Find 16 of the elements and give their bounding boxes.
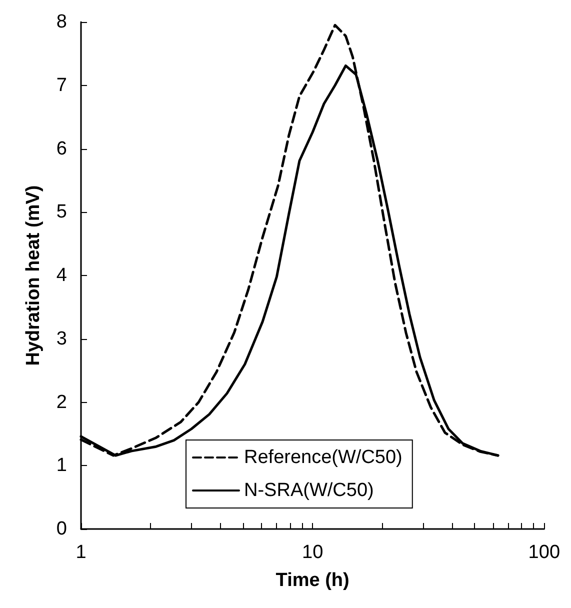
y-tick-label: 6 (56, 138, 67, 160)
y-tick-label: 0 (56, 518, 67, 540)
x-axis-title: Time (h) (276, 570, 350, 591)
x-tick-label: 100 (528, 542, 560, 563)
y-tick-label: 8 (56, 12, 67, 32)
y-tick-label: 2 (56, 392, 67, 413)
legend-label: N-SRA(W/C50) (244, 480, 374, 501)
x-tick-label: 1 (76, 542, 86, 563)
y-tick-label: 1 (56, 455, 67, 476)
y-tick-label: 3 (56, 328, 67, 350)
y-tick-label: 5 (56, 202, 67, 223)
y-axis-title: Hydration heat (mV) (23, 185, 44, 366)
y-tick-label: 7 (56, 74, 67, 96)
legend-label: Reference(W/C50) (244, 447, 402, 468)
x-tick-label: 10 (302, 542, 324, 563)
y-tick-label: 4 (56, 265, 68, 286)
